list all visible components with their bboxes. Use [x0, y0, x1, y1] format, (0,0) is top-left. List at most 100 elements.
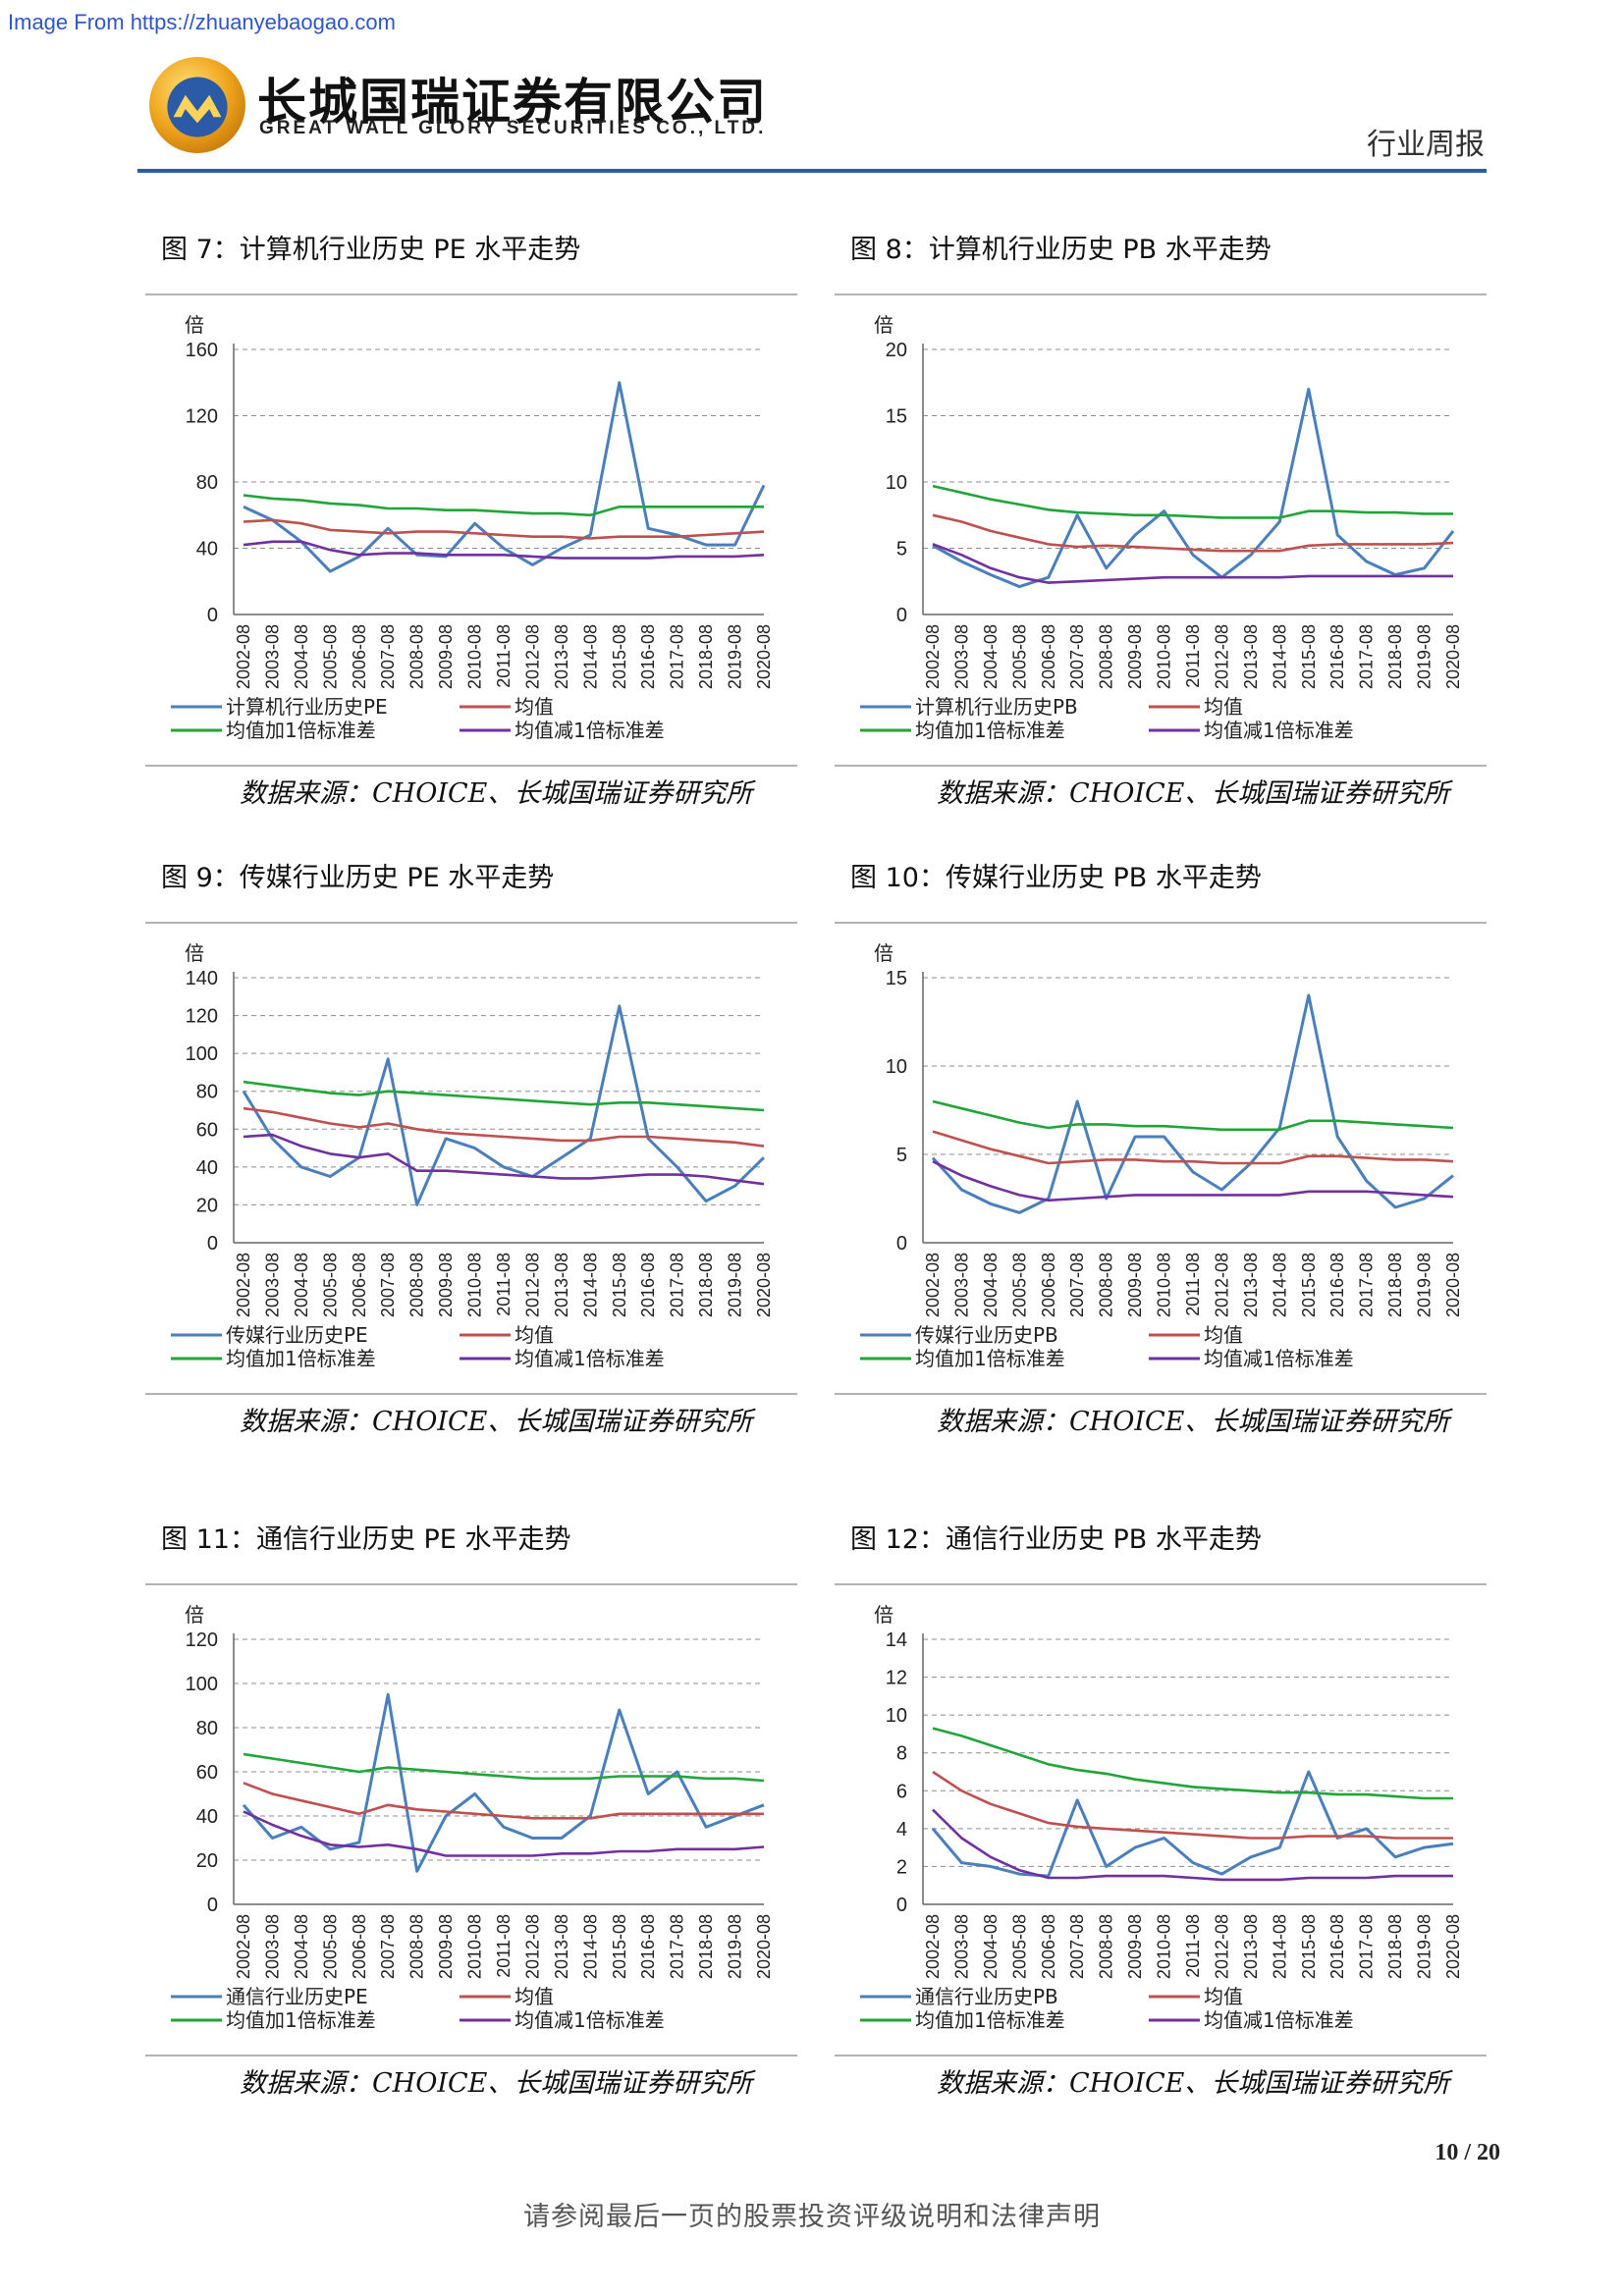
series-line-3	[243, 494, 764, 517]
x-tick-label: 2004-08	[981, 1914, 1001, 1979]
chart-title-9: 图 9：传媒行业历史 PE 水平走势	[161, 863, 555, 893]
y-tick-label: 6	[896, 1781, 907, 1802]
series-line-4	[243, 1133, 765, 1186]
y-tick-label: 20	[196, 1850, 218, 1872]
x-tick-label: 2019-08	[726, 1914, 745, 1979]
y-tick-label: 20	[886, 340, 907, 361]
legend-label: 均值减1倍标准差	[1204, 2008, 1354, 2032]
x-tick-label: 2002-08	[923, 624, 943, 689]
legend-label: 均值加1倍标准差	[226, 719, 376, 742]
x-tick-label: 2012-08	[522, 1253, 542, 1317]
legend-label: 均值减1倍标准差	[514, 1347, 665, 1370]
x-tick-label: 2008-08	[407, 1253, 427, 1317]
source-banner[interactable]: Image From https://zhuanyebaogao.com	[8, 10, 396, 34]
x-tick-label: 2007-08	[378, 624, 398, 689]
x-tick-label: 2014-08	[1270, 624, 1289, 689]
x-tick-label: 2010-08	[1155, 1914, 1174, 1979]
legend-label: 均值	[514, 1985, 554, 2008]
x-tick-label: 2018-08	[696, 1253, 716, 1317]
legend-label: 通信行业历史PB	[915, 1985, 1058, 2008]
series-line-4	[243, 1810, 765, 1857]
chart-title-12: 图 12：通信行业历史 PB 水平走势	[850, 1524, 1262, 1555]
y-tick-label: 15	[886, 406, 907, 428]
y-tick-label: 80	[196, 1718, 218, 1739]
y-tick-label: 12	[886, 1668, 907, 1689]
x-tick-label: 2004-08	[292, 1914, 311, 1979]
x-tick-label: 2019-08	[726, 1253, 745, 1317]
legend-label: 均值	[1204, 1323, 1243, 1347]
legend-label: 均值	[1204, 695, 1243, 719]
x-tick-label: 2016-08	[638, 1914, 658, 1979]
x-tick-label: 2013-08	[552, 1253, 571, 1317]
company-logo-icon	[149, 57, 245, 153]
company-name-en: GREAT WALL GLORY SECURITIES CO., LTD.	[259, 118, 767, 138]
y-tick-label: 2	[896, 1856, 907, 1878]
y-tick-label: 5	[896, 1145, 907, 1166]
y-tick-label: 80	[196, 472, 218, 494]
legend-label: 均值加1倍标准差	[915, 2008, 1065, 2032]
x-tick-label: 2013-08	[1241, 1253, 1261, 1317]
y-tick-label: 10	[886, 1056, 907, 1078]
series-line-1	[931, 1770, 1454, 1878]
x-tick-label: 2003-08	[951, 1253, 971, 1317]
x-tick-label: 2004-08	[981, 1253, 1001, 1317]
x-tick-label: 2003-08	[262, 1914, 282, 1979]
x-tick-label: 2007-08	[378, 1914, 398, 1979]
x-tick-label: 2018-08	[1385, 1253, 1405, 1317]
x-tick-label: 2010-08	[1155, 624, 1174, 689]
series-line-3	[932, 484, 1453, 519]
series-line-1	[242, 1692, 765, 1873]
y-tick-label: 40	[196, 1806, 218, 1828]
x-tick-label: 2009-08	[1125, 1914, 1145, 1979]
series-line-1	[931, 993, 1454, 1214]
x-tick-label: 2008-08	[407, 624, 427, 689]
x-tick-label: 2005-08	[1009, 624, 1029, 689]
y-tick-label: 60	[196, 1762, 218, 1784]
legend-label: 均值加1倍标准差	[226, 2008, 376, 2032]
x-tick-label: 2020-08	[754, 624, 774, 689]
y-tick-label: 140	[186, 968, 218, 989]
y-tick-label: 40	[196, 1157, 218, 1179]
x-tick-label: 2017-08	[1357, 624, 1377, 689]
y-tick-label: 5	[896, 539, 907, 561]
company-name-cn: 长城国瑞证券有限公司	[257, 74, 768, 131]
chart-7-computer-pe: 倍 160 120 80 40 0 2002-08 2003-08 2004-08 2005-08…	[145, 294, 797, 767]
x-tick-label: 2002-08	[234, 624, 253, 689]
x-tick-label: 2011-08	[494, 1914, 514, 1978]
x-tick-label: 2009-08	[436, 1914, 456, 1979]
x-tick-label: 2007-08	[1067, 1253, 1087, 1317]
x-tick-label: 2003-08	[951, 624, 971, 689]
x-tick-label: 2010-08	[465, 1914, 485, 1979]
series-line-2	[932, 1130, 1454, 1165]
header-divider	[137, 169, 1487, 173]
x-tick-label: 2002-08	[234, 1253, 253, 1317]
legend-label: 均值减1倍标准差	[1204, 719, 1354, 742]
y-tick-label: 0	[207, 605, 218, 626]
y-tick-label: 10	[886, 472, 907, 494]
series-line-3	[932, 1099, 1454, 1132]
x-tick-label: 2014-08	[580, 624, 600, 689]
y-tick-label: 20	[196, 1195, 218, 1216]
x-tick-label: 2014-08	[580, 1914, 600, 1979]
y-tick-label: 160	[186, 340, 218, 361]
y-axis-unit-label: 倍	[185, 941, 204, 965]
chart-source-12: 数据来源：CHOICE、长城国瑞证券研究所	[937, 2068, 1450, 2099]
x-tick-label: 2005-08	[320, 624, 340, 689]
x-tick-label: 2020-08	[1443, 1253, 1463, 1317]
x-tick-label: 2013-08	[552, 624, 571, 689]
legend-label: 传媒行业历史PB	[915, 1323, 1058, 1347]
chart-source-10: 数据来源：CHOICE、长城国瑞证券研究所	[937, 1407, 1450, 1437]
x-tick-label: 2007-08	[1067, 624, 1087, 689]
x-tick-label: 2019-08	[1415, 1914, 1435, 1979]
x-tick-label: 2003-08	[262, 624, 282, 689]
x-tick-label: 2010-08	[465, 1253, 485, 1317]
x-tick-label: 2016-08	[638, 1253, 658, 1317]
y-tick-label: 15	[886, 968, 907, 989]
series-line-2	[243, 1106, 765, 1148]
x-tick-label: 2007-08	[378, 1253, 398, 1317]
x-tick-label: 2010-08	[1155, 1253, 1174, 1317]
x-tick-label: 2006-08	[1039, 1253, 1058, 1317]
x-tick-label: 2006-08	[350, 624, 369, 689]
x-tick-label: 2020-08	[1443, 624, 1463, 689]
chart-source-9: 数据来源：CHOICE、长城国瑞证券研究所	[240, 1407, 753, 1437]
